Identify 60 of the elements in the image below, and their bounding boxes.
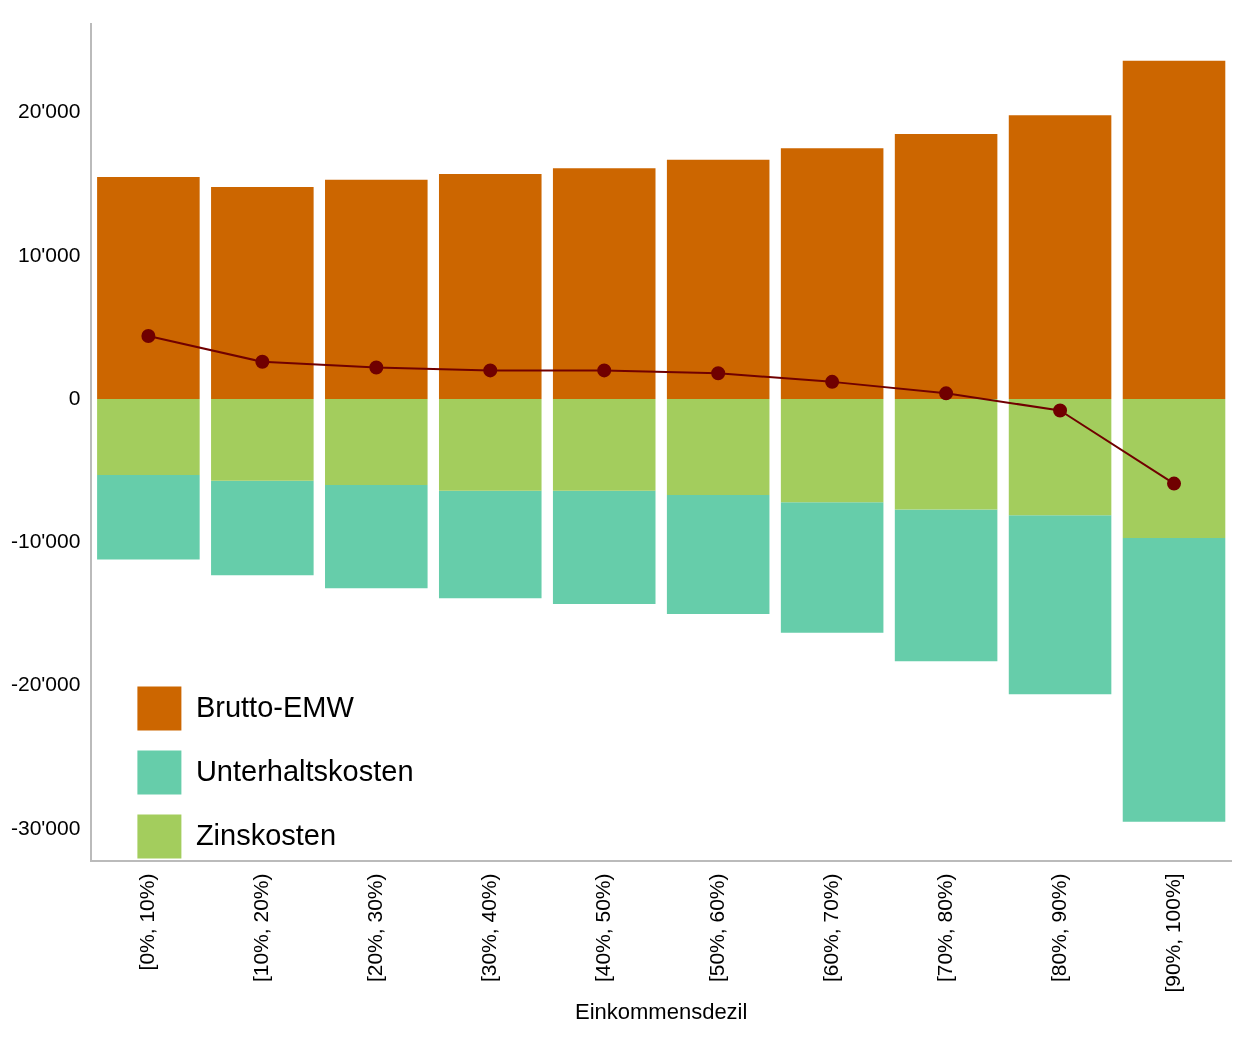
bar [325, 179, 428, 400]
point [711, 366, 726, 381]
x-tick-label: [30%, 40%) [477, 873, 501, 983]
x-tick-label: [50%, 60%) [704, 873, 728, 983]
point [141, 329, 156, 344]
x-tick-label: [90%, 100%] [1160, 873, 1184, 993]
bar [666, 399, 770, 496]
bar [211, 480, 314, 576]
bar [1008, 115, 1112, 400]
x-tick-label: [10%, 20%) [249, 873, 273, 983]
legend-label: Unterhaltskosten [195, 754, 414, 787]
x-tick-label: [80%, 90%) [1046, 873, 1070, 983]
y-tick-label: -20'000 [10, 672, 81, 696]
bar [1122, 60, 1226, 400]
point [825, 374, 840, 389]
legend-label: Brutto-EMW [195, 690, 355, 723]
bar [211, 399, 314, 481]
bar [666, 495, 770, 615]
x-tick-label: [40%, 50%) [591, 873, 615, 983]
bar [1008, 399, 1112, 516]
bar [552, 168, 656, 400]
point [483, 363, 498, 378]
bar [666, 159, 770, 400]
bar [780, 502, 884, 633]
point [1053, 403, 1068, 418]
bar [211, 186, 314, 400]
point [597, 363, 612, 378]
bar [780, 399, 884, 503]
bar [325, 485, 428, 589]
bar [97, 176, 200, 400]
x-tick-label: [20%, 30%) [363, 873, 387, 983]
point [369, 360, 384, 375]
bar [1008, 515, 1112, 695]
bar [552, 490, 656, 604]
bar [438, 399, 542, 491]
x-tick-label: [70%, 80%) [932, 873, 956, 983]
point [939, 386, 954, 401]
bar [438, 174, 542, 400]
y-tick-label: 20'000 [17, 99, 81, 123]
bar [325, 399, 428, 486]
bar [780, 148, 884, 400]
point [255, 354, 270, 369]
bar [97, 475, 200, 560]
y-tick-label: 0 [68, 385, 81, 409]
y-tick-label: -10'000 [10, 529, 81, 553]
bar [1122, 399, 1226, 539]
x-tick-label: [0%, 10%) [135, 873, 159, 971]
bar [97, 399, 200, 476]
x-tick-label: [60%, 70%) [818, 873, 842, 983]
y-tick-label: 10'000 [17, 242, 81, 266]
point [1167, 476, 1182, 491]
x-axis-title: Einkommensdezil [575, 998, 748, 1024]
legend-label: Zinskosten [195, 818, 337, 851]
bar [894, 133, 998, 400]
bar [552, 399, 656, 491]
bar [438, 490, 542, 599]
bar [894, 399, 998, 510]
bar [1122, 538, 1226, 822]
y-tick-label: -30'000 [10, 815, 81, 839]
bar [894, 509, 998, 662]
